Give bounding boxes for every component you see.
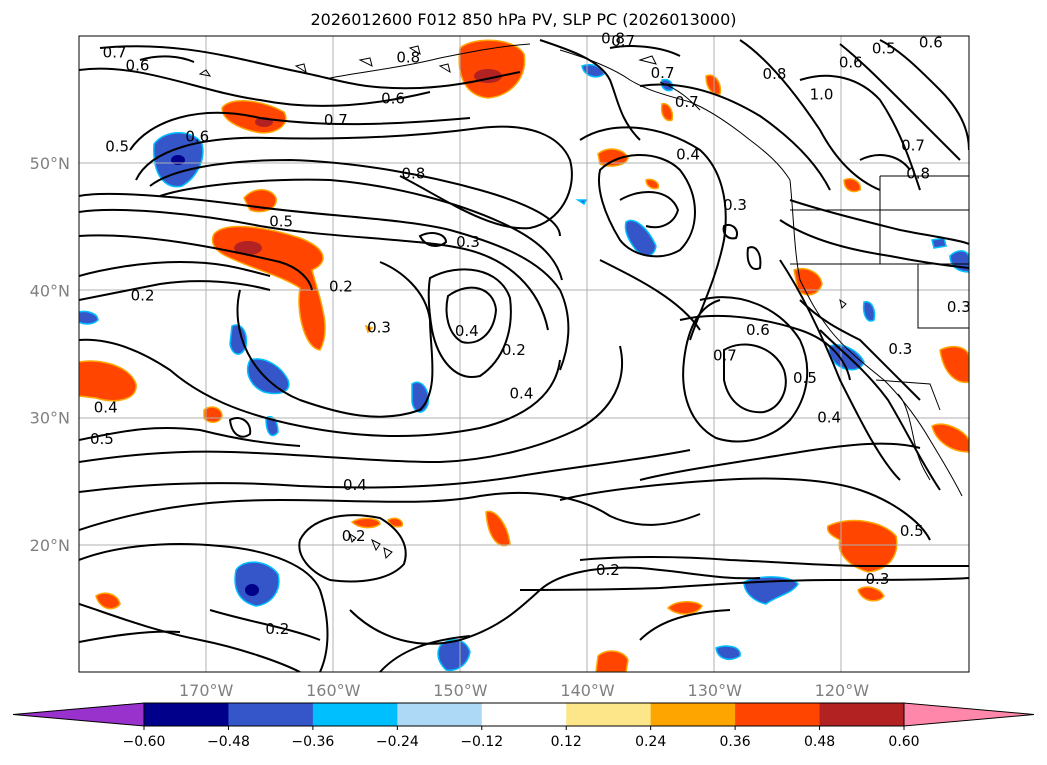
contour-label: 0.5 bbox=[90, 430, 114, 448]
colorbar-segment bbox=[144, 703, 229, 726]
contour-label: 0.5 bbox=[269, 213, 293, 231]
contour-label: 0.5 bbox=[793, 369, 817, 387]
contour-label: 0.5 bbox=[105, 138, 129, 156]
colorbar-tick-label: −0.12 bbox=[460, 734, 503, 750]
colorbar: −0.60 −0.48 −0.36 −0.24 −0.12 0.12 0.24 0.36 0.4… bbox=[12, 702, 1035, 750]
lon-tick-label: 140°W bbox=[560, 681, 615, 700]
contour-label: 0.7 bbox=[611, 32, 635, 50]
colorbar-tick-label: −0.36 bbox=[291, 734, 334, 750]
colorbar-segment bbox=[735, 703, 821, 726]
contour-label: 0.8 bbox=[601, 30, 625, 48]
contour-label: 0.8 bbox=[401, 164, 425, 182]
colorbar-tick-label: 0.60 bbox=[888, 734, 919, 750]
contour-label: 0.3 bbox=[456, 233, 480, 251]
colorbar-frame bbox=[143, 702, 905, 727]
contour-label: 0.6 bbox=[746, 321, 770, 339]
contour-label: 0.3 bbox=[866, 570, 890, 588]
contour-label: 0.6 bbox=[126, 56, 150, 74]
colorbar-tick-label: −0.48 bbox=[207, 734, 250, 750]
coastlines bbox=[198, 43, 969, 560]
contour-label: 0.4 bbox=[676, 145, 700, 163]
colorbar-tick-label: 0.24 bbox=[635, 734, 666, 750]
map-frame bbox=[78, 35, 970, 673]
colorbar-tick-label: 0.12 bbox=[551, 734, 582, 750]
colorbar-tick-label: 0.48 bbox=[804, 734, 835, 750]
lat-tick-label: 30°N bbox=[30, 409, 70, 428]
pv-shading bbox=[79, 39, 969, 672]
map-title: 2026012600 F012 850 hPa PV, SLP PC (2026… bbox=[310, 10, 737, 29]
contour-label: 0.4 bbox=[455, 322, 479, 340]
contour-label: 0.2 bbox=[342, 527, 366, 545]
map-background bbox=[79, 36, 969, 672]
contour-label: 0.3 bbox=[367, 318, 391, 336]
colorbar-extend-low bbox=[12, 702, 145, 727]
contour-label: 0.6 bbox=[185, 127, 209, 145]
contour-label: 0.7 bbox=[651, 64, 675, 82]
colorbar-segment bbox=[819, 703, 905, 726]
colorbar-segment bbox=[481, 703, 567, 726]
lon-tick-label: 150°W bbox=[433, 681, 488, 700]
pv-shading-negative bbox=[79, 63, 969, 672]
colorbar-segment bbox=[566, 703, 652, 726]
contour-label: 0.2 bbox=[502, 341, 526, 359]
contour-label: 0.3 bbox=[723, 196, 747, 214]
colorbar-segment bbox=[397, 703, 483, 726]
map-panel: 0.70.60.60.70.50.60.80.50.30.20.20.3 0.40… bbox=[78, 30, 971, 673]
lon-tick-label: 160°W bbox=[306, 681, 361, 700]
colorbar-segment bbox=[312, 703, 398, 726]
contour-label: 0.3 bbox=[947, 298, 971, 316]
colorbar-segment bbox=[650, 703, 736, 726]
contour-label: 0.7 bbox=[675, 93, 699, 111]
contour-label: 0.5 bbox=[872, 40, 896, 58]
contour-label: 0.4 bbox=[94, 398, 118, 416]
contour-labels: 0.70.60.60.70.50.60.80.50.30.20.20.3 0.40… bbox=[90, 30, 971, 638]
contour-label: 0.7 bbox=[324, 111, 348, 129]
lon-axis-labels: 170°W 160°W 150°W 140°W 130°W 120°W bbox=[179, 681, 869, 700]
contour-label: 0.6 bbox=[919, 33, 943, 51]
colorbar-segment bbox=[228, 703, 314, 726]
contour-label: 0.8 bbox=[906, 164, 930, 182]
contour-label: 0.2 bbox=[265, 620, 289, 638]
contour-label: 0.4 bbox=[343, 476, 367, 494]
lat-tick-label: 20°N bbox=[30, 536, 70, 555]
contour-label: 0.6 bbox=[839, 54, 863, 72]
contour-label: 0.7 bbox=[901, 136, 925, 154]
lat-tick-label: 50°N bbox=[30, 154, 70, 173]
lat-tick-label: 40°N bbox=[30, 281, 70, 300]
contour-label: 0.5 bbox=[900, 522, 924, 540]
lat-axis-labels: 20°N 30°N 40°N 50°N bbox=[30, 154, 70, 555]
contour-label: 1.0 bbox=[810, 86, 834, 104]
contour-label: 0.8 bbox=[763, 65, 787, 83]
contour-label: 0.2 bbox=[329, 278, 353, 296]
contour-label: 0.2 bbox=[131, 286, 155, 304]
contour-label: 0.4 bbox=[510, 384, 534, 402]
colorbar-tick-label: −0.24 bbox=[376, 734, 419, 750]
contour-label: 0.6 bbox=[381, 89, 405, 107]
contour-label: 0.7 bbox=[103, 44, 127, 62]
lon-tick-label: 170°W bbox=[179, 681, 234, 700]
contour-label: 0.8 bbox=[396, 49, 420, 67]
contour-label: 0.2 bbox=[596, 561, 620, 579]
colorbar-extend-high bbox=[903, 702, 1035, 727]
lon-tick-label: 120°W bbox=[815, 681, 870, 700]
contour-label: 0.3 bbox=[888, 340, 912, 358]
slp-contours bbox=[79, 39, 969, 672]
contour-label: 0.7 bbox=[713, 346, 737, 364]
colorbar-tick-label: −0.60 bbox=[123, 734, 166, 750]
lon-tick-label: 130°W bbox=[688, 681, 743, 700]
gridlines bbox=[79, 36, 969, 672]
colorbar-tick-label: 0.36 bbox=[720, 734, 751, 750]
contour-label: 0.4 bbox=[817, 409, 841, 427]
